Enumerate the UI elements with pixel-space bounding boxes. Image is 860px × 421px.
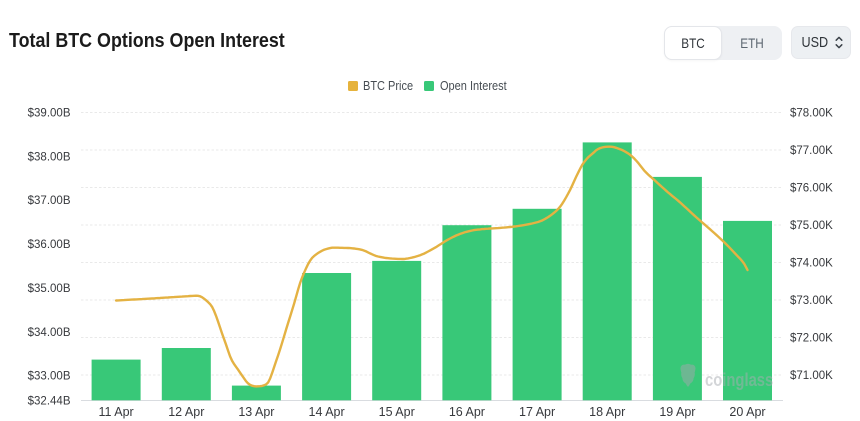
svg-text:$75.00K: $75.00K (790, 220, 833, 232)
svg-text:$35.00B: $35.00B (28, 283, 71, 295)
svg-text:$34.00B: $34.00B (28, 327, 71, 339)
svg-text:$72.00K: $72.00K (790, 333, 833, 345)
svg-text:$74.00K: $74.00K (790, 258, 833, 270)
svg-text:14 Apr: 14 Apr (309, 405, 345, 419)
svg-text:19 Apr: 19 Apr (659, 405, 695, 419)
svg-text:$77.00K: $77.00K (790, 145, 833, 157)
svg-text:$36.00B: $36.00B (28, 239, 71, 251)
svg-text:$37.00B: $37.00B (28, 195, 71, 207)
svg-text:$39.00B: $39.00B (28, 108, 71, 120)
svg-text:16 Apr: 16 Apr (449, 405, 485, 419)
svg-text:$73.00K: $73.00K (790, 295, 833, 307)
svg-text:18 Apr: 18 Apr (589, 405, 625, 419)
svg-text:11 Apr: 11 Apr (98, 405, 133, 419)
svg-text:$33.00B: $33.00B (28, 371, 71, 383)
svg-text:$38.00B: $38.00B (28, 151, 71, 163)
svg-text:$78.00K: $78.00K (790, 108, 833, 120)
svg-text:$32.44B: $32.44B (28, 395, 71, 407)
svg-text:20 Apr: 20 Apr (729, 405, 765, 419)
svg-text:$76.00K: $76.00K (790, 183, 833, 195)
svg-text:13 Apr: 13 Apr (238, 405, 274, 419)
svg-text:$71.00K: $71.00K (790, 370, 833, 382)
svg-text:12 Apr: 12 Apr (168, 405, 204, 419)
svg-text:15 Apr: 15 Apr (379, 405, 415, 419)
svg-text:17 Apr: 17 Apr (519, 405, 555, 419)
